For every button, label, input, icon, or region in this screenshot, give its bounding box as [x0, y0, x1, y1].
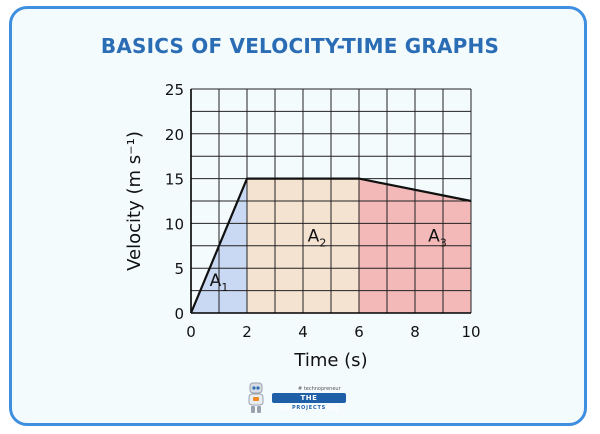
logo-tagline: # technopreneur	[298, 386, 341, 392]
y-tick-label: 10	[165, 215, 184, 233]
robot-icon	[248, 382, 264, 413]
x-tick-label: 6	[354, 323, 364, 341]
region-label-a1: A1	[210, 271, 229, 294]
x-tick-label: 4	[298, 323, 308, 341]
region-label-a2: A2	[308, 226, 327, 249]
y-tick-label: 5	[174, 260, 184, 278]
page-title: BASICS OF VELOCITY-TIME GRAPHS	[100, 34, 500, 58]
y-tick-label: 15	[165, 171, 184, 189]
logo: # technopreneur THE ENGINEERING PROJECTS	[242, 380, 362, 420]
x-axis-label: Time (s)	[293, 350, 367, 371]
logo-subname: PROJECTS	[291, 405, 327, 411]
x-tick-label: 10	[461, 323, 480, 341]
y-tick-label: 0	[174, 305, 184, 323]
x-tick-label: 2	[242, 323, 252, 341]
y-axis-label: Velocity (m s⁻¹)	[124, 131, 145, 271]
velocity-line	[189, 177, 472, 314]
x-tick-label: 8	[410, 323, 420, 341]
x-tick-label: 0	[186, 323, 196, 341]
logo-name: THE ENGINEERING	[272, 393, 346, 412]
region-label-a3: A3	[428, 226, 447, 249]
y-tick-label: 20	[165, 126, 184, 144]
y-tick-label: 25	[165, 81, 184, 99]
